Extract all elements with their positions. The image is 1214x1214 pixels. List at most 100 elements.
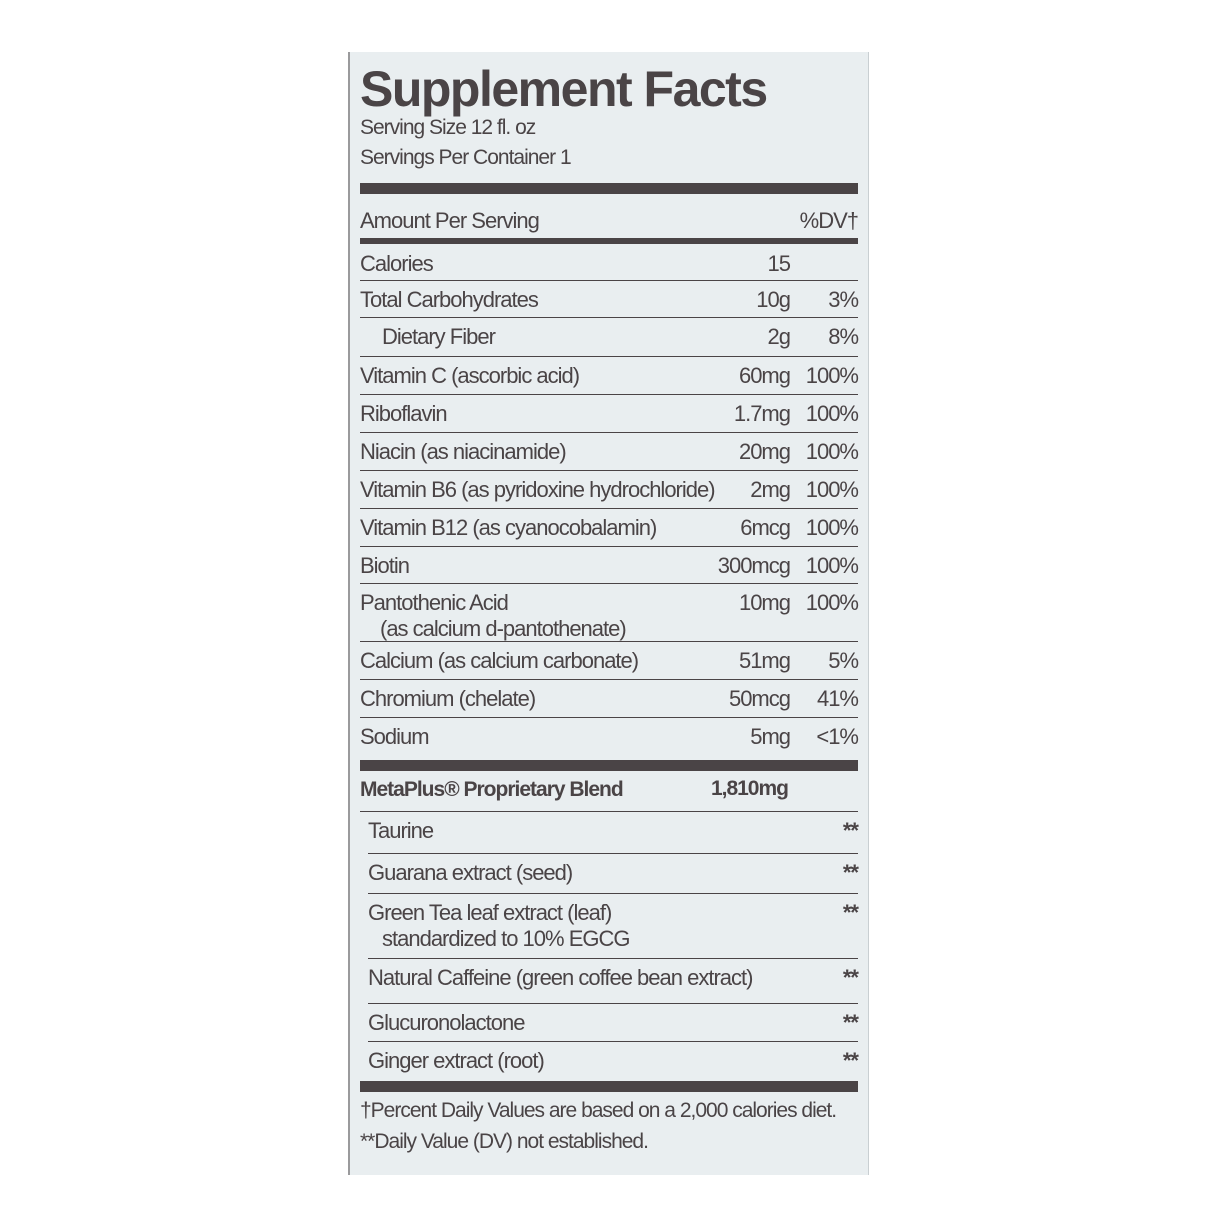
nutrient-name-text: Sodium xyxy=(360,724,430,749)
blend-item-name: Taurine xyxy=(368,818,434,844)
divider-thick xyxy=(360,183,858,194)
amount-header: Amount Per Serving %DV† xyxy=(360,202,859,244)
nutrient-name: Riboflavin xyxy=(360,401,448,427)
nutrient-amount: 10g xyxy=(756,287,791,312)
nutrient-name: Vitamin C (ascorbic acid) xyxy=(360,363,580,389)
nutrient-name: Niacin (as niacinamide) xyxy=(360,439,567,465)
nutrient-name-text: Calories xyxy=(360,251,434,276)
nutrient-name-detail: (as calcium d-pantothenate) xyxy=(380,616,627,641)
blend-item-name-text: Guarana extract (seed) xyxy=(368,860,573,885)
nutrient-row: Vitamin B6 (as pyridoxine hydrochloride)… xyxy=(360,471,859,509)
nutrient-name-text: Riboflavin xyxy=(360,401,448,426)
nutrient-dv: <1% xyxy=(816,724,859,749)
nutrient-name-text: Vitamin B6 (as pyridoxine hydrochloride) xyxy=(360,477,716,502)
blend-item-name: Green Tea leaf extract (leaf) standardize… xyxy=(368,900,630,952)
nutrient-name-text: Calcium (as calcium carbonate) xyxy=(360,648,639,673)
nutrient-dv: 100% xyxy=(805,477,859,502)
nutrient-name-text: Pantothenic Acid xyxy=(360,590,509,615)
nutrient-amount: 2g xyxy=(767,324,792,349)
blend-item-name: Guarana extract (seed) xyxy=(368,860,573,886)
blend-item-dv: ** xyxy=(842,818,859,843)
nutrient-name: Sodium xyxy=(360,724,430,750)
nutrient-amount: 1.7mg xyxy=(733,401,791,426)
nutrient-dv: 100% xyxy=(805,590,859,615)
nutrient-dv: 100% xyxy=(805,401,859,426)
nutrient-row: Riboflavin 1.7mg 100% xyxy=(360,395,859,433)
nutrient-name: Chromium (chelate) xyxy=(360,686,536,712)
nutrient-name: Total Carbohydrates xyxy=(360,287,539,313)
nutrient-row: Calcium (as calcium carbonate) 51mg 5% xyxy=(360,642,859,680)
nutrient-name-text: Vitamin B12 (as cyanocobalamin) xyxy=(360,515,657,540)
amount-per-serving-label: Amount Per Serving xyxy=(360,208,540,233)
nutrient-dv: 100% xyxy=(805,553,859,578)
blend-item-row: Natural Caffeine (green coffee bean extr… xyxy=(368,959,859,1004)
nutrient-dv: 100% xyxy=(805,363,859,388)
blend-item-name-text: Natural Caffeine (green coffee bean extr… xyxy=(368,965,753,990)
blend-item-name-text: Green Tea leaf extract (leaf) xyxy=(368,900,612,925)
nutrient-row: Vitamin B12 (as cyanocobalamin) 6mcg 100% xyxy=(360,509,859,547)
serving-size: Serving Size 12 fl. oz xyxy=(360,116,536,139)
nutrient-amount: 60mg xyxy=(738,363,791,388)
nutrient-dv: 5% xyxy=(828,648,859,673)
nutrient-name: Pantothenic Acid (as calcium d-pantothena… xyxy=(360,590,627,642)
nutrient-name: Vitamin B12 (as cyanocobalamin) xyxy=(360,515,657,541)
blend-item-dv: ** xyxy=(842,900,859,925)
nutrient-amount: 10mg xyxy=(738,590,791,615)
nutrient-row: Pantothenic Acid (as calcium d-pantothena… xyxy=(360,584,859,642)
nutrient-name: Calories xyxy=(360,251,434,277)
nutrient-row: Total Carbohydrates 10g 3% xyxy=(360,281,859,318)
dv-header: %DV† xyxy=(799,208,859,233)
blend-item-row: Taurine ** xyxy=(368,812,859,854)
nutrient-dv: 100% xyxy=(805,439,859,464)
nutrient-amount: 2mg xyxy=(750,477,791,502)
blend-item-dv: ** xyxy=(842,1010,859,1035)
nutrient-amount: 51mg xyxy=(738,648,791,673)
nutrient-row: Niacin (as niacinamide) 20mg 100% xyxy=(360,433,859,471)
nutrient-amount: 6mcg xyxy=(740,515,791,540)
nutrient-name: Vitamin B6 (as pyridoxine hydrochloride) xyxy=(360,477,716,503)
nutrient-row: Biotin 300mcg 100% xyxy=(360,547,859,584)
divider-thick xyxy=(360,760,858,771)
nutrient-row: Sodium 5mg <1% xyxy=(360,718,859,764)
footnote: **Daily Value (DV) not established. xyxy=(360,1130,649,1153)
blend-amount: 1,810mg xyxy=(710,777,789,800)
nutrient-amount: 5mg xyxy=(750,724,791,749)
nutrient-name: Biotin xyxy=(360,553,410,579)
label-title: Supplement Facts xyxy=(360,61,768,117)
blend-item-name-text: Glucuronolactone xyxy=(368,1010,525,1035)
blend-item-name: Glucuronolactone xyxy=(368,1010,525,1036)
blend-name: MetaPlus® Proprietary Blend xyxy=(360,778,624,801)
blend-item-row: Glucuronolactone ** xyxy=(368,1004,859,1042)
blend-item-row: Ginger extract (root) ** xyxy=(368,1042,859,1081)
servings-per-container: Servings Per Container 1 xyxy=(360,146,572,169)
nutrient-row: Calories 15 xyxy=(360,245,858,281)
blend-item-name: Ginger extract (root) xyxy=(368,1048,545,1074)
blend-item-detail: standardized to 10% EGCG xyxy=(382,926,630,951)
blend-item-dv: ** xyxy=(842,965,859,990)
blend-item-name-text: Taurine xyxy=(368,818,434,843)
nutrient-row: Chromium (chelate) 50mcg 41% xyxy=(360,680,859,718)
blend-item-dv: ** xyxy=(842,860,859,885)
nutrient-name-text: Total Carbohydrates xyxy=(360,287,539,312)
nutrient-name-text: Chromium (chelate) xyxy=(360,686,536,711)
blend-item-row: Green Tea leaf extract (leaf) standardize… xyxy=(368,894,859,959)
nutrient-dv: 8% xyxy=(828,324,859,349)
nutrient-name: Calcium (as calcium carbonate) xyxy=(360,648,639,674)
blend-item-dv: ** xyxy=(842,1048,859,1073)
nutrient-amount: 15 xyxy=(767,251,792,276)
nutrient-dv: 41% xyxy=(816,686,859,711)
nutrient-name-text: Niacin (as niacinamide) xyxy=(360,439,567,464)
footnote: †Percent Daily Values are based on a 2,0… xyxy=(360,1099,837,1122)
nutrient-dv: 100% xyxy=(805,515,859,540)
supplement-facts-label: Supplement Facts Serving Size 12 fl. oz … xyxy=(348,52,869,1175)
blend-item-name-text: Ginger extract (root) xyxy=(368,1048,545,1073)
nutrient-name-text: Dietary Fiber xyxy=(382,324,496,349)
blend-item-name: Natural Caffeine (green coffee bean extr… xyxy=(368,965,753,991)
nutrient-amount: 20mg xyxy=(738,439,791,464)
nutrient-name-text: Vitamin C (ascorbic acid) xyxy=(360,363,580,388)
blend-item-row: Guarana extract (seed) ** xyxy=(368,854,859,894)
blend-header-row: MetaPlus® Proprietary Blend 1,810mg xyxy=(360,771,858,812)
nutrient-row: Dietary Fiber 2g 8% xyxy=(360,318,859,357)
nutrient-amount: 300mcg xyxy=(717,553,791,578)
nutrient-name: Dietary Fiber xyxy=(382,324,496,350)
